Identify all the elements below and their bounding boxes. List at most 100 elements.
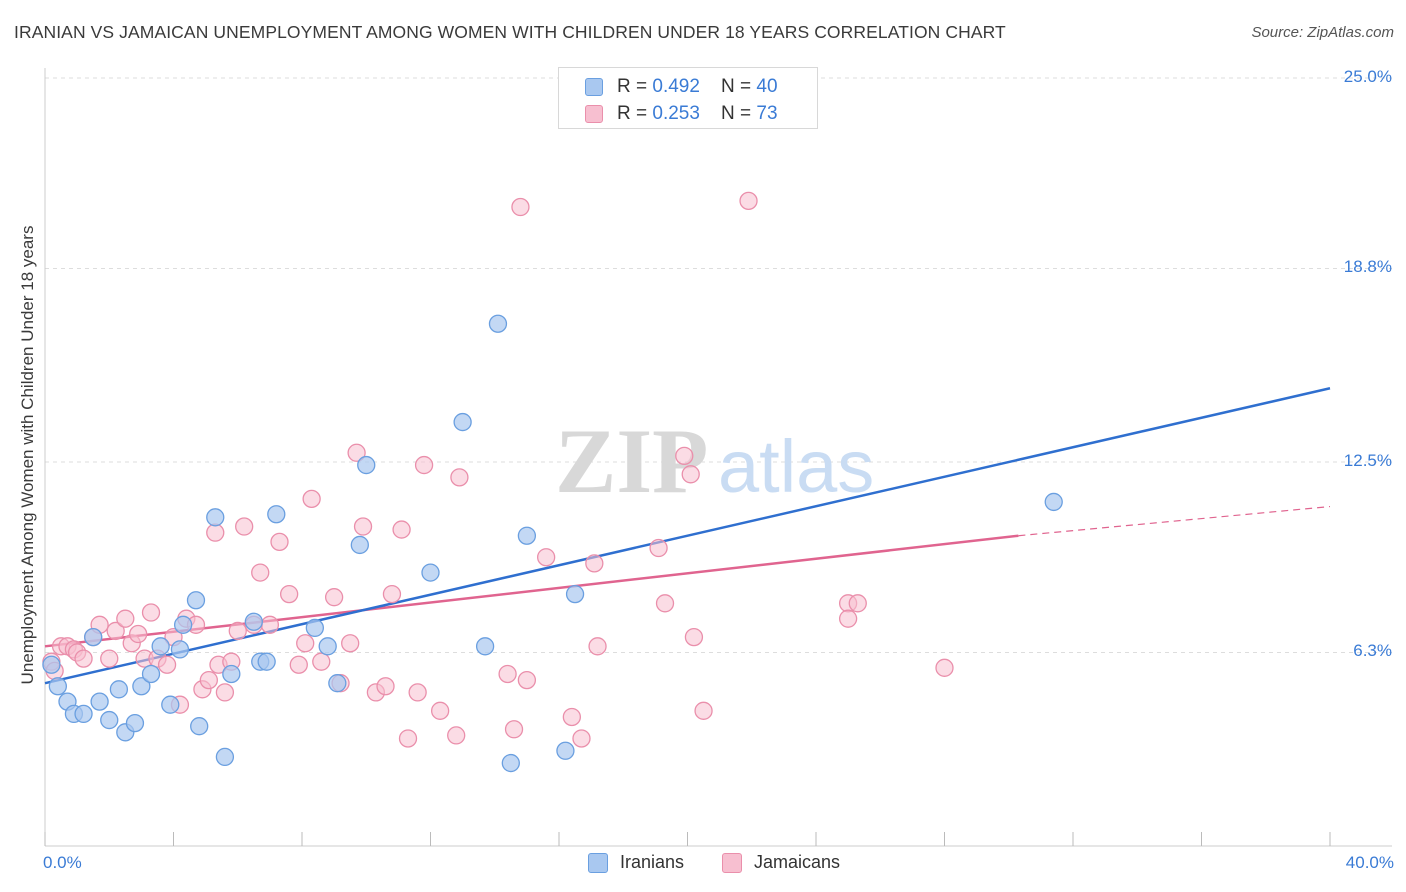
iranian-point	[350, 535, 369, 555]
iranian-point	[357, 455, 376, 475]
iranian-point	[151, 637, 170, 656]
iranian-point	[222, 664, 241, 684]
iranian-point	[90, 692, 109, 711]
jamaican-point	[694, 701, 713, 720]
jamaican-point	[498, 664, 517, 684]
jamaican-point	[848, 594, 867, 613]
jamaican-point	[398, 729, 418, 748]
x-tick-label-max: 40.0%	[1345, 853, 1394, 872]
iranian-point	[215, 747, 235, 767]
iranian-point	[141, 664, 161, 684]
legend-text-jamaicans: R = 0.253 N = 73	[617, 103, 778, 125]
jamaican-point	[408, 683, 427, 702]
trend-line-iranians	[44, 387, 1331, 685]
bottom-legend-swatch-iranians	[588, 853, 608, 873]
jamaican-point	[199, 670, 218, 690]
jamaican-point	[302, 489, 321, 509]
jamaican-point	[228, 621, 247, 641]
iranian-point	[244, 612, 263, 631]
source-label: Source: ZipAtlas.com	[1251, 24, 1394, 41]
jamaican-point	[289, 655, 308, 674]
chart-title: IRANIAN VS JAMAICAN UNEMPLOYMENT AMONG W…	[14, 22, 1006, 42]
iranian-point	[257, 652, 276, 671]
jamaican-point	[206, 523, 225, 542]
bottom-legend-swatch-jamaicans	[722, 853, 742, 873]
iranian-point	[475, 637, 495, 656]
iranian-point	[328, 674, 347, 693]
stats-legend: R = 0.492 N = 40 R = 0.253 N = 73	[558, 67, 818, 129]
jamaican-point	[215, 683, 235, 702]
y-tick-label: 6.3%	[1353, 641, 1392, 661]
jamaican-point	[376, 677, 395, 696]
iranian-point	[74, 704, 93, 724]
legend-r-value-jamaicans: 0.253	[652, 103, 700, 124]
iranian-point	[125, 713, 145, 733]
iranian-point	[190, 717, 209, 736]
legend-swatch-jamaicans	[585, 105, 603, 123]
legend-r-label: R =	[617, 76, 653, 97]
iranian-point	[421, 563, 440, 582]
jamaican-point	[562, 707, 581, 727]
jamaican-point	[655, 594, 675, 613]
jamaican-point	[537, 548, 556, 567]
jamaican-point	[649, 538, 668, 558]
jamaican-point	[588, 637, 607, 656]
jamaican-point	[450, 468, 469, 487]
jamaican-point	[353, 517, 373, 536]
jamaican-point	[116, 609, 135, 628]
jamaican-point	[382, 584, 402, 604]
watermark: ZIP atlas	[555, 410, 874, 512]
gridlines	[45, 77, 1392, 653]
jamaican-point	[447, 726, 466, 745]
jamaican-point	[684, 627, 704, 647]
jamaican-point	[235, 517, 254, 536]
jamaican-point	[106, 621, 125, 641]
trend-line-jamaicans-extension	[1018, 505, 1331, 537]
y-tick-label: 25.0%	[1343, 67, 1392, 86]
jamaican-point	[511, 197, 530, 217]
jamaican-point	[270, 532, 289, 552]
legend-swatch-iranians	[585, 78, 603, 96]
jamaican-point	[414, 455, 434, 475]
jamaican-point	[675, 446, 694, 466]
bottom-legend-label-iranians: Iranians	[620, 852, 685, 872]
iranian-point	[501, 753, 520, 773]
iranian-point	[565, 584, 585, 604]
legend-n-value-jamaicans: 73	[756, 103, 778, 124]
x-tick-label-min: 0.0%	[43, 853, 82, 872]
y-axis-label: Unemployment Among Women with Children U…	[18, 225, 37, 685]
iranian-point	[170, 640, 190, 659]
iranian-point	[206, 508, 225, 527]
y-tick-label: 18.8%	[1343, 257, 1392, 277]
trend-lines	[44, 387, 1331, 685]
legend-n-label: N =	[721, 76, 757, 97]
iranian-point	[318, 637, 337, 656]
jamaican-point	[572, 729, 591, 748]
iranian-point	[488, 314, 508, 333]
iranian-point	[186, 591, 206, 610]
jamaican-point	[430, 701, 450, 720]
jamaican-point	[100, 649, 119, 668]
iranian-point	[132, 677, 151, 696]
iranian-point	[453, 412, 472, 432]
iranian-point	[109, 680, 129, 699]
iranian-point	[556, 741, 575, 760]
jamaican-point	[260, 615, 280, 634]
iranian-point	[42, 655, 61, 674]
jamaican-point	[296, 634, 315, 653]
iranian-point	[100, 710, 119, 730]
axes	[44, 68, 1392, 847]
iranian-point	[84, 627, 103, 647]
jamaican-point	[392, 520, 411, 539]
legend-text-iranians: R = 0.492 N = 40	[617, 76, 778, 98]
legend-r-label: R =	[617, 103, 653, 124]
jamaican-point	[585, 554, 604, 573]
iranian-point	[173, 615, 193, 634]
jamaican-point	[341, 634, 360, 653]
iranian-point	[48, 677, 67, 696]
jamaican-point	[74, 649, 93, 668]
jamaican-point	[517, 670, 537, 690]
jamaican-point	[312, 652, 331, 671]
jamaican-point	[141, 603, 161, 622]
